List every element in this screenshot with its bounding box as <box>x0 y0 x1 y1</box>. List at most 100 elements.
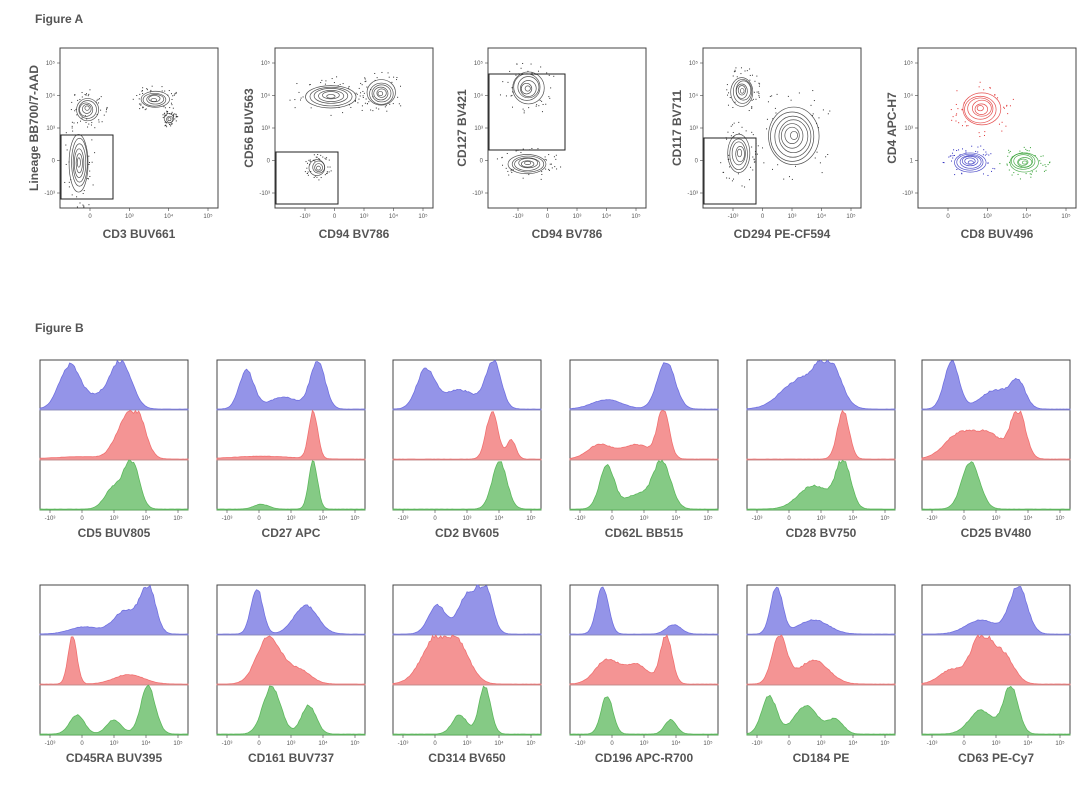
event-dot <box>326 173 328 175</box>
event-dot <box>758 82 760 84</box>
histogram-panel-2: -10³ 0 10³ 10⁴ 10⁵ CD27 APC <box>216 359 366 540</box>
event-dot <box>84 115 86 117</box>
x-tick-label: -10³ <box>398 516 409 522</box>
event-dot <box>337 85 339 87</box>
event-dot <box>772 168 774 170</box>
event-dot <box>294 107 296 109</box>
y-tick-label: 10³ <box>46 126 55 132</box>
event-dot <box>515 74 517 76</box>
event-dot <box>326 171 328 173</box>
event-dot <box>166 126 168 128</box>
event-dot <box>299 99 301 101</box>
event-dot <box>105 111 107 113</box>
event-dot <box>774 107 776 109</box>
x-tick-label: -10³ <box>513 214 524 220</box>
event-dot <box>958 149 960 151</box>
event-dot <box>164 115 166 117</box>
event-dot <box>1008 169 1010 171</box>
histogram-area <box>569 409 719 461</box>
event-dot <box>392 103 394 105</box>
event-dot <box>396 79 398 81</box>
contour-ring <box>778 119 809 154</box>
contour-ring <box>305 85 357 109</box>
event-dot <box>539 99 541 101</box>
contour-ring <box>976 105 984 112</box>
event-dot <box>732 106 734 108</box>
plot-frame <box>487 47 647 209</box>
event-dot <box>961 172 963 174</box>
event-dot <box>729 97 731 99</box>
event-dot <box>522 108 524 110</box>
event-dot <box>998 123 1000 125</box>
event-dot <box>355 92 357 94</box>
event-dot <box>1029 147 1031 149</box>
x-tick-label: 10³ <box>817 516 826 522</box>
event-dot <box>748 179 750 181</box>
event-dot <box>322 156 324 158</box>
event-dot <box>731 180 733 182</box>
contour-ring <box>514 157 541 171</box>
event-dot <box>169 113 171 115</box>
x-tick-label: 10³ <box>287 741 296 747</box>
event-dot <box>85 94 87 96</box>
x-tick-label: 10⁵ <box>880 515 890 522</box>
event-dot <box>738 132 740 134</box>
contour-ring <box>316 165 321 171</box>
event-dot <box>316 156 318 158</box>
event-dot <box>994 94 996 96</box>
histogram-area <box>746 694 896 736</box>
x-tick-label: 10⁵ <box>173 740 183 747</box>
x-tick-label: 10³ <box>110 741 119 747</box>
event-dot <box>733 71 735 73</box>
contour-ring <box>961 155 979 167</box>
x-tick-label: 0 <box>88 214 92 220</box>
y-tick-label: 10⁴ <box>46 93 56 100</box>
contour-ring <box>731 141 746 166</box>
event-dot <box>501 156 503 158</box>
event-dot <box>753 161 755 163</box>
x-tick-label: 0 <box>257 516 261 522</box>
x-tick-label: -10³ <box>222 516 233 522</box>
event-dot <box>544 158 546 160</box>
event-dot <box>372 110 374 112</box>
event-dot <box>752 98 754 100</box>
event-dot <box>978 132 980 134</box>
event-dot <box>813 100 815 102</box>
event-dot <box>790 99 792 101</box>
event-dot <box>330 170 332 172</box>
event-dot <box>798 92 800 94</box>
x-tick-label: 10⁴ <box>602 213 612 220</box>
event-dot <box>87 178 89 180</box>
histogram-area <box>39 636 189 686</box>
event-dot <box>96 99 98 101</box>
event-dot <box>787 95 789 97</box>
event-dot <box>101 121 103 123</box>
histogram-area <box>39 684 189 736</box>
event-dot <box>362 96 364 98</box>
x-tick-label: 0 <box>787 516 791 522</box>
event-dot <box>1008 149 1010 151</box>
event-dot <box>983 134 985 136</box>
contour-ring <box>1010 152 1036 170</box>
event-dot <box>83 206 85 208</box>
event-dot <box>306 172 308 174</box>
event-dot <box>527 70 529 72</box>
event-dot <box>145 108 147 110</box>
event-dot <box>165 122 167 124</box>
event-dot <box>361 84 363 86</box>
event-dot <box>734 69 736 71</box>
contour-ring <box>373 86 389 101</box>
event-dot <box>955 120 957 122</box>
contour-ring <box>369 82 394 105</box>
y-tick-label: -10³ <box>44 191 55 197</box>
y-axis-label: Lineage BB700/7-AAD <box>27 65 41 191</box>
event-dot <box>74 110 76 112</box>
event-dot <box>511 168 513 170</box>
x-tick-label: 0 <box>787 741 791 747</box>
x-tick-label: -10³ <box>575 516 586 522</box>
event-dot <box>1042 155 1044 157</box>
x-axis-label: CD94 BV786 <box>532 227 603 241</box>
event-dot <box>171 98 173 100</box>
contour-ring <box>736 148 743 158</box>
histogram-panel-5: -10³ 0 10³ 10⁴ 10⁵ CD28 BV750 <box>746 359 896 540</box>
